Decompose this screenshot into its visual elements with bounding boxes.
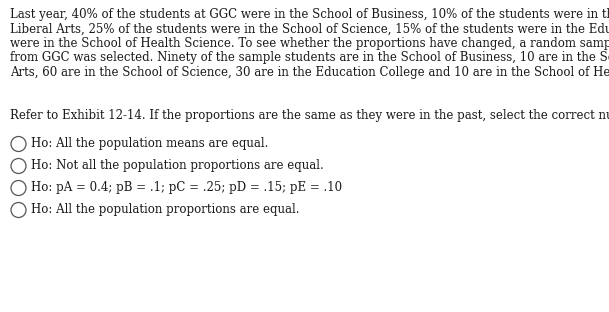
Text: from GGC was selected. Ninety of the sample students are in the School of Busine: from GGC was selected. Ninety of the sam… — [10, 51, 609, 65]
Text: Ho: pA = 0.4; pB = .1; pC = .25; pD = .15; pE = .10: Ho: pA = 0.4; pB = .1; pC = .25; pD = .1… — [31, 181, 342, 193]
Text: Last year, 40% of the students at GGC were in the School of Business, 10% of the: Last year, 40% of the students at GGC we… — [10, 8, 609, 21]
Text: Liberal Arts, 25% of the students were in the School of Science, 15% of the stud: Liberal Arts, 25% of the students were i… — [10, 22, 609, 36]
Text: Refer to Exhibit 12-14. If the proportions are the same as they were in the past: Refer to Exhibit 12-14. If the proportio… — [10, 109, 609, 121]
Text: Ho: All the population means are equal.: Ho: All the population means are equal. — [31, 137, 269, 149]
Text: Ho: All the population proportions are equal.: Ho: All the population proportions are e… — [31, 202, 300, 216]
Text: were in the School of Health Science. To see whether the proportions have change: were in the School of Health Science. To… — [10, 37, 609, 50]
Text: Ho: Not all the population proportions are equal.: Ho: Not all the population proportions a… — [31, 158, 324, 172]
Text: Arts, 60 are in the School of Science, 30 are in the Education College and 10 ar: Arts, 60 are in the School of Science, 3… — [10, 66, 609, 79]
